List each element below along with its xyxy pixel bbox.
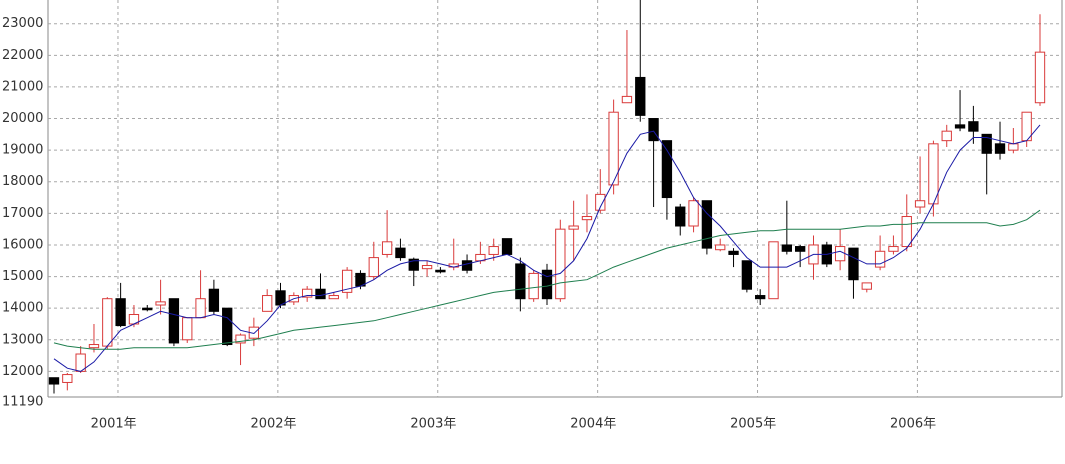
y-tick-label: 21000 (2, 79, 43, 94)
candle-body (381, 241, 393, 255)
candle-body (421, 265, 433, 270)
moving-average-line (53, 209, 1041, 350)
y-tick-label: 13000 (2, 332, 43, 347)
candle-body (914, 200, 926, 208)
x-tick-label: 2002年 (250, 417, 296, 432)
candle-body (608, 111, 619, 186)
candle-body (142, 307, 153, 311)
candle-body (715, 244, 726, 251)
candle-body (275, 290, 286, 306)
candle-body (581, 216, 593, 221)
candle-body (874, 250, 886, 268)
candle-body (235, 334, 246, 344)
moving-average-line (53, 124, 1041, 372)
candle-body (701, 200, 713, 249)
candle-body (648, 118, 659, 142)
y-tick-label: 12000 (2, 364, 43, 379)
candle-body (88, 344, 100, 349)
y-tick-label: 23000 (2, 16, 43, 31)
candle-body (994, 143, 1006, 154)
candle-body (341, 269, 353, 293)
candle-body (768, 241, 779, 300)
candle-body (528, 272, 539, 300)
x-tick-label: 2001年 (91, 417, 137, 432)
candle-body (981, 133, 992, 154)
y-tick-label: 15000 (2, 269, 43, 284)
candle-body (888, 246, 899, 252)
candle-body (781, 244, 793, 252)
candle-body (794, 246, 806, 252)
candle-body (861, 282, 872, 290)
x-tick-label: 2004年 (570, 417, 616, 432)
candle-body (555, 228, 566, 300)
candle-body (48, 377, 60, 385)
candle-body (661, 140, 673, 199)
candle-body (901, 216, 912, 248)
candle-body (848, 247, 859, 281)
candle-body (155, 301, 166, 306)
y-tick-label: 20000 (2, 111, 43, 126)
candle-body (568, 225, 579, 230)
y-tick-label: 16000 (2, 237, 43, 252)
candle-body (222, 307, 233, 346)
candle-body (461, 260, 473, 271)
candle-body (182, 317, 193, 341)
x-tick-label: 2006年 (890, 417, 936, 432)
candle-body (501, 238, 513, 255)
candle-body (328, 295, 339, 300)
candle-body (834, 246, 846, 262)
candle-body (728, 250, 739, 255)
candle-body (741, 260, 753, 290)
candle-body (675, 206, 686, 227)
candle-body (635, 76, 646, 116)
candle-body (62, 374, 73, 383)
y-tick-label: 11190 (2, 395, 43, 410)
candle-body (395, 247, 406, 259)
x-tick-label: 2003年 (410, 417, 456, 432)
candle-body (102, 298, 113, 347)
candle-body (368, 257, 379, 278)
y-tick-label: 19000 (2, 143, 43, 158)
candle-body (301, 288, 313, 298)
candle-body (941, 130, 952, 142)
candle-body (1034, 51, 1046, 104)
candle-body (195, 298, 206, 319)
candle-body (488, 246, 499, 255)
x-tick-label: 2005年 (730, 417, 776, 432)
candle-body (595, 193, 606, 211)
candle-body (954, 124, 966, 129)
candle-body (315, 288, 326, 300)
candle-body (408, 258, 419, 271)
candle-body (115, 298, 126, 327)
candle-body (208, 288, 220, 312)
candle-body (435, 269, 446, 273)
candle-body (168, 298, 180, 344)
y-tick-label: 18000 (2, 174, 43, 189)
y-tick-label: 22000 (2, 48, 43, 63)
candle-body (968, 121, 979, 132)
y-tick-label: 14000 (2, 301, 43, 316)
candle-body (515, 263, 526, 300)
candle-body (688, 200, 699, 227)
candle-body (621, 95, 633, 104)
candle-body (262, 295, 273, 312)
y-tick-label: 17000 (2, 206, 43, 221)
candle-body (1008, 143, 1019, 151)
candle-body (755, 295, 766, 300)
